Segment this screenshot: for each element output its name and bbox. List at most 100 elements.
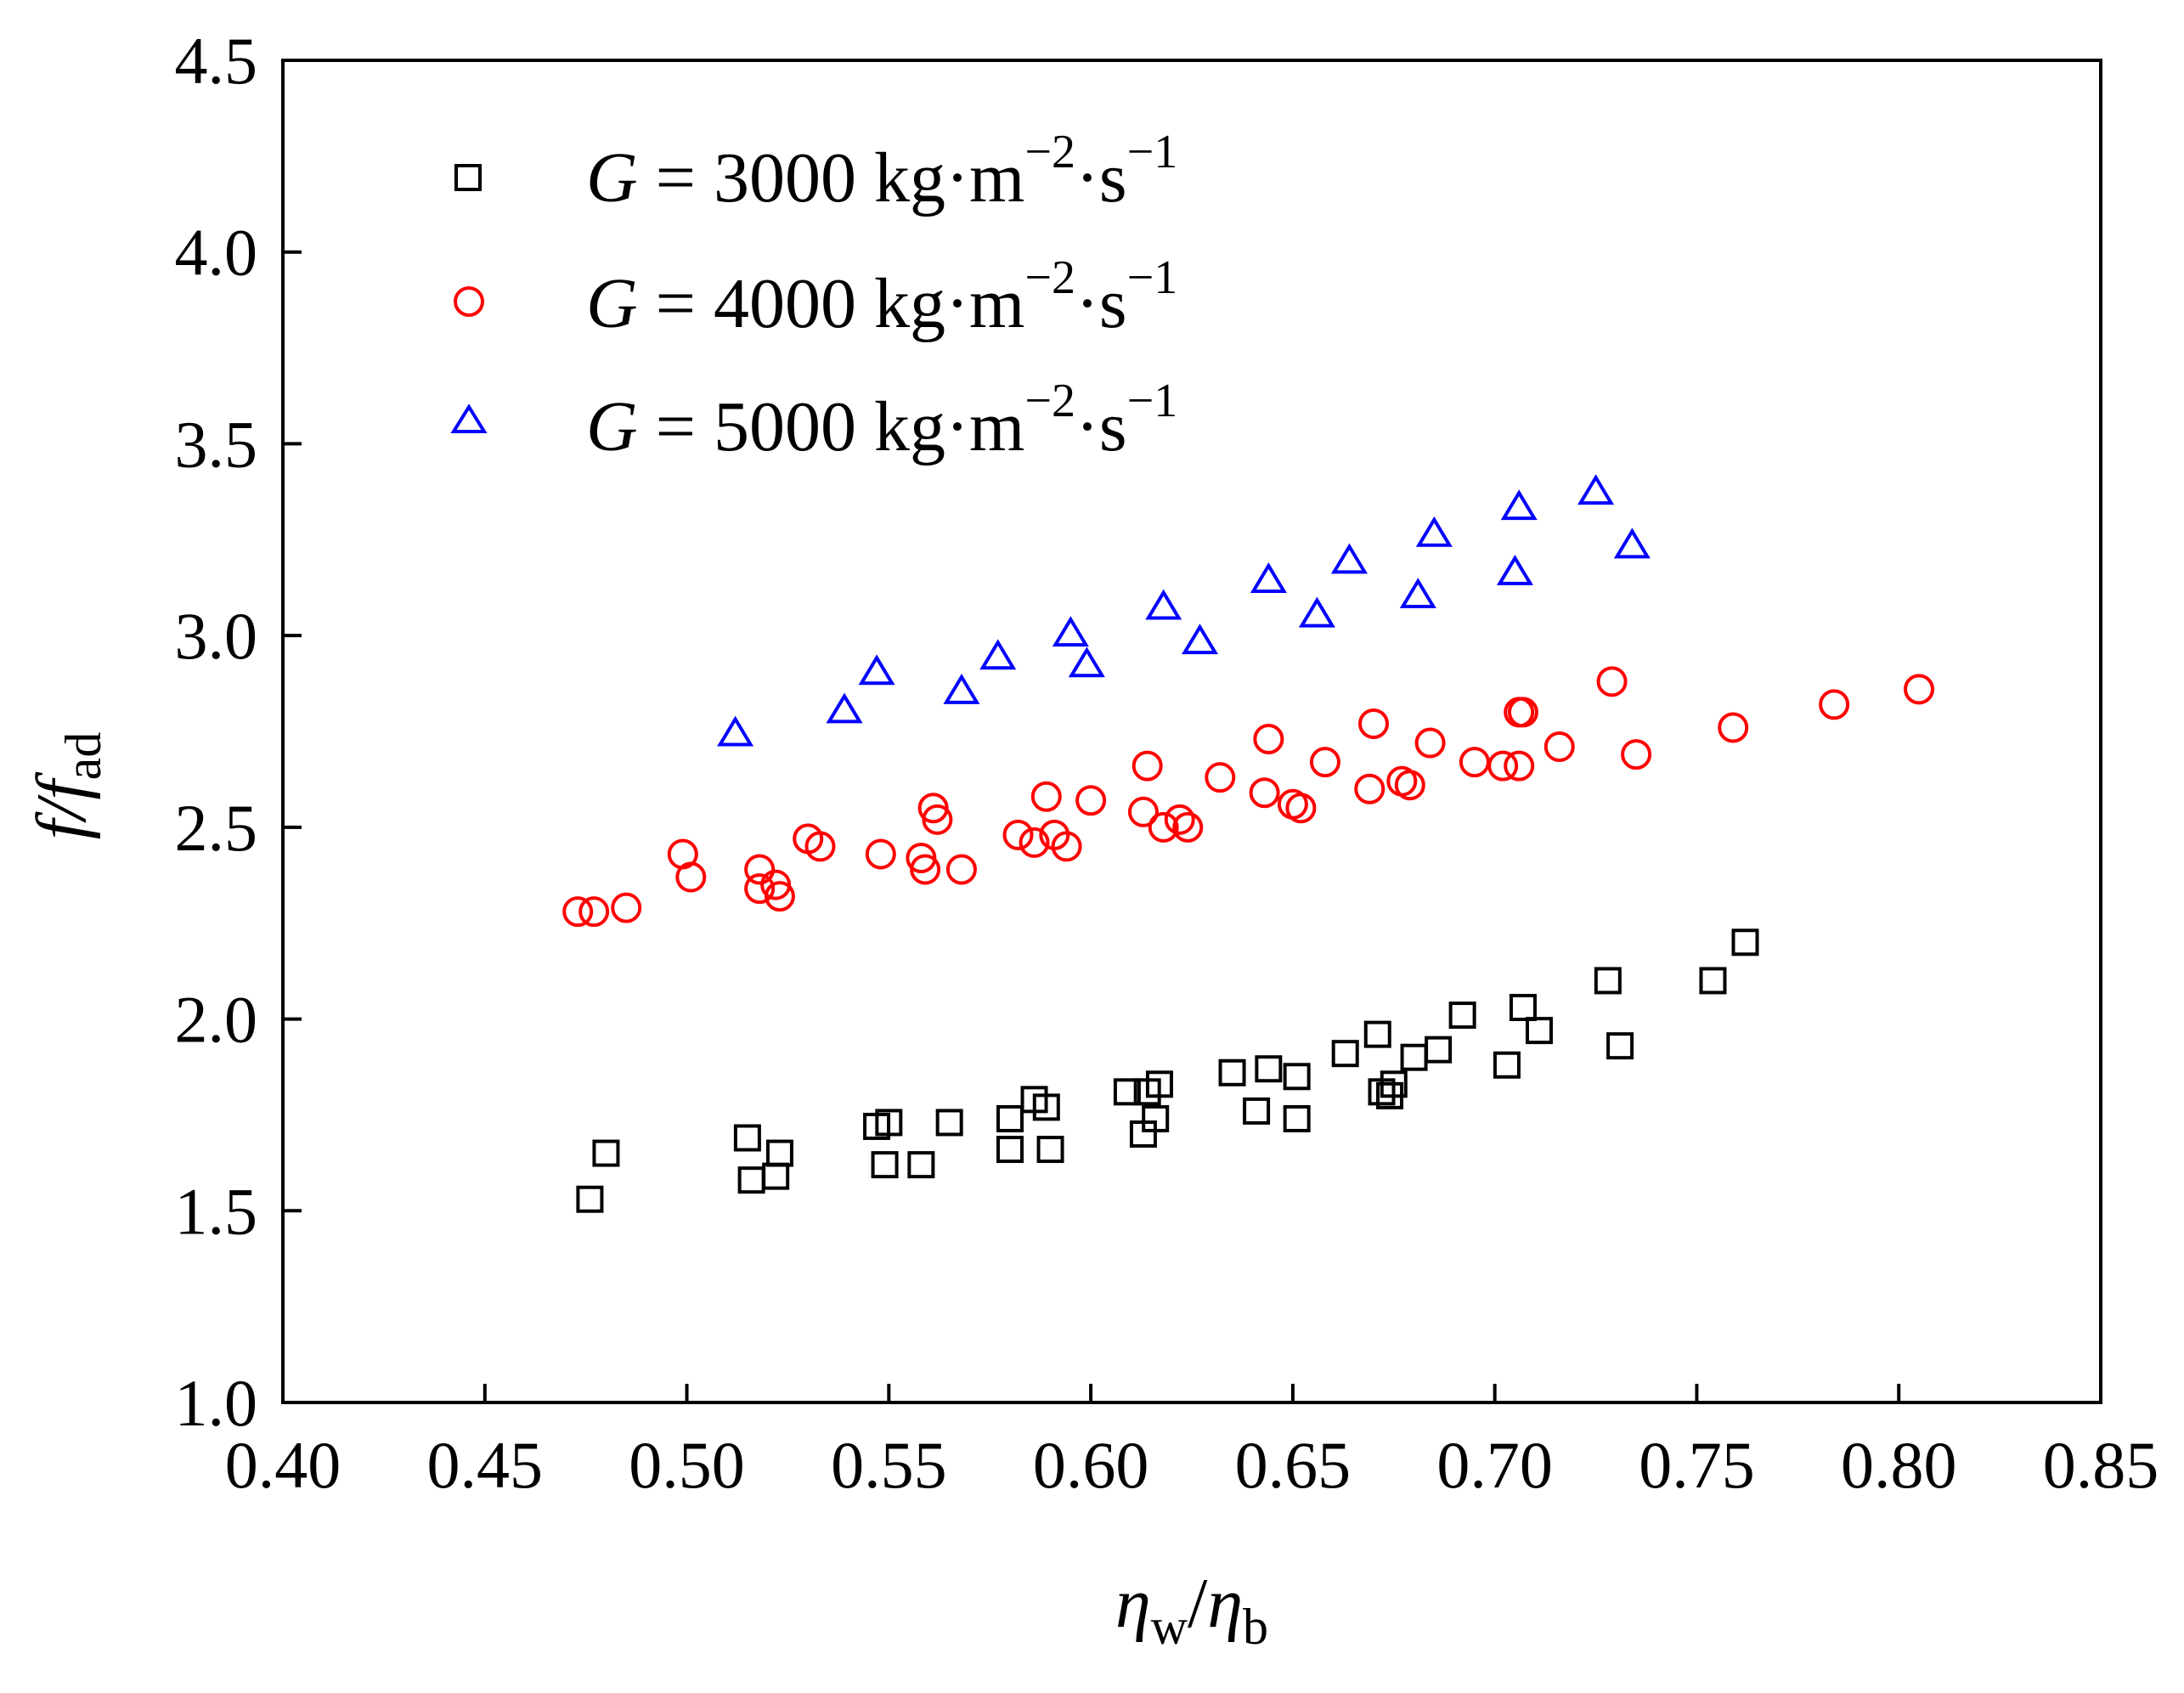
y-tick-label-7: 4.5 xyxy=(175,24,258,98)
x-tick-label-6: 0.70 xyxy=(1436,1428,1553,1502)
series-triangle xyxy=(717,474,1651,747)
point-circle-39 xyxy=(1459,747,1490,778)
point-triangle-10 xyxy=(1298,596,1335,628)
legend-4000-eq: = 4000 kg·m xyxy=(638,264,1025,343)
point-square-37 xyxy=(1594,967,1622,995)
point-circle-45 xyxy=(1596,666,1628,697)
point-triangle-6 xyxy=(1068,646,1105,678)
legend-entry-4000: G = 4000 kg·m−2·s−1 xyxy=(586,251,1177,343)
point-circle-25 xyxy=(1148,811,1179,843)
point-circle-5 xyxy=(744,854,776,885)
series-square xyxy=(576,928,1759,1213)
y-tick-label-1: 1.5 xyxy=(175,1174,258,1248)
point-square-24 xyxy=(1283,1063,1311,1091)
x-tick-label-4: 0.60 xyxy=(1033,1428,1149,1502)
point-square-40 xyxy=(1731,928,1759,957)
point-circle-1 xyxy=(578,896,610,928)
point-circle-0 xyxy=(562,896,594,928)
point-square-11 xyxy=(996,1136,1024,1164)
point-square-7 xyxy=(871,1151,899,1179)
legend-3000-mid: ·s xyxy=(1075,138,1127,217)
point-square-4 xyxy=(762,1162,790,1190)
y-tick-label-2: 2.0 xyxy=(175,983,258,1057)
point-circle-21 xyxy=(1051,831,1082,862)
legend-4000-mid: ·s xyxy=(1075,264,1127,343)
point-circle-48 xyxy=(1819,689,1850,720)
legend-5000-mid: ·s xyxy=(1075,387,1127,466)
point-circle-17 xyxy=(1002,819,1034,850)
point-triangle-8 xyxy=(1181,624,1219,655)
x-tick-label-1: 0.45 xyxy=(427,1428,544,1502)
x-tick-label-7: 0.75 xyxy=(1639,1428,1755,1502)
point-square-31 xyxy=(1400,1043,1428,1071)
point-circle-41 xyxy=(1504,750,1535,782)
point-triangle-9 xyxy=(1250,562,1287,593)
point-square-32 xyxy=(1425,1036,1453,1064)
point-circle-37 xyxy=(1394,770,1425,801)
legend-3000-sup1: −2 xyxy=(1024,126,1075,178)
point-circle-27 xyxy=(1172,811,1204,843)
point-circle-40 xyxy=(1487,750,1519,782)
point-square-10 xyxy=(935,1109,963,1137)
point-circle-11 xyxy=(865,838,896,870)
point-circle-22 xyxy=(1075,785,1107,816)
point-circle-2 xyxy=(611,892,642,923)
point-square-5 xyxy=(765,1139,793,1167)
legend-4000-sup2: −1 xyxy=(1127,251,1178,304)
point-circle-26 xyxy=(1164,804,1195,835)
point-circle-10 xyxy=(804,831,836,862)
x-tick-label-8: 0.80 xyxy=(1841,1428,1957,1502)
plot-area xyxy=(281,59,2102,1404)
point-square-20 xyxy=(1145,1070,1173,1098)
point-triangle-14 xyxy=(1496,555,1533,585)
y-axis-title-sub: ad xyxy=(55,732,111,781)
legend-marker-circle xyxy=(454,286,484,317)
axis-ticks xyxy=(281,59,2102,1404)
legend-5000-sup1: −2 xyxy=(1024,375,1075,427)
point-square-3 xyxy=(737,1166,765,1194)
point-circle-33 xyxy=(1309,747,1340,778)
x-tick-label-2: 0.50 xyxy=(629,1428,745,1502)
point-circle-8 xyxy=(764,881,795,912)
point-circle-49 xyxy=(1904,674,1934,705)
point-triangle-12 xyxy=(1399,578,1436,608)
point-circle-23 xyxy=(1127,796,1159,827)
point-circle-44 xyxy=(1543,731,1575,763)
point-square-14 xyxy=(1032,1093,1060,1121)
point-square-19 xyxy=(1142,1104,1170,1132)
point-circle-38 xyxy=(1414,727,1446,759)
point-triangle-5 xyxy=(1052,616,1089,647)
point-triangle-7 xyxy=(1145,589,1182,620)
legend-marker-triangle xyxy=(450,403,488,433)
point-circle-16 xyxy=(945,854,977,885)
x-axis-title-main2: η xyxy=(1207,1564,1243,1643)
legend-5000-g: G xyxy=(586,387,638,466)
point-circle-24 xyxy=(1132,750,1163,782)
point-triangle-16 xyxy=(1577,474,1615,505)
point-square-21 xyxy=(1218,1058,1246,1086)
point-circle-13 xyxy=(910,854,941,885)
point-square-23 xyxy=(1255,1055,1283,1083)
x-tick-label-9: 0.85 xyxy=(2043,1428,2159,1502)
y-tick-label-4: 3.0 xyxy=(175,599,258,673)
y-tick-label-0: 1.0 xyxy=(175,1366,258,1440)
x-axis-title-sep: / xyxy=(1188,1564,1208,1643)
point-triangle-4 xyxy=(979,639,1017,670)
point-circle-29 xyxy=(1249,777,1280,809)
point-square-9 xyxy=(907,1151,935,1179)
point-circle-34 xyxy=(1354,773,1385,804)
x-axis-title-sub1: w xyxy=(1151,1599,1188,1655)
legend-entry-3000: G = 3000 kg·m−2·s−1 xyxy=(586,126,1177,217)
point-square-38 xyxy=(1606,1032,1634,1060)
x-tick-label-0: 0.40 xyxy=(225,1428,341,1502)
legend-4000-g: G xyxy=(586,264,638,343)
point-square-35 xyxy=(1509,994,1537,1022)
point-triangle-0 xyxy=(717,715,754,747)
point-square-26 xyxy=(1331,1040,1359,1068)
point-square-2 xyxy=(733,1124,761,1152)
x-axis-title-sub2: b xyxy=(1243,1599,1268,1655)
point-triangle-3 xyxy=(943,673,980,704)
point-triangle-11 xyxy=(1330,543,1368,574)
point-square-15 xyxy=(1036,1136,1064,1164)
